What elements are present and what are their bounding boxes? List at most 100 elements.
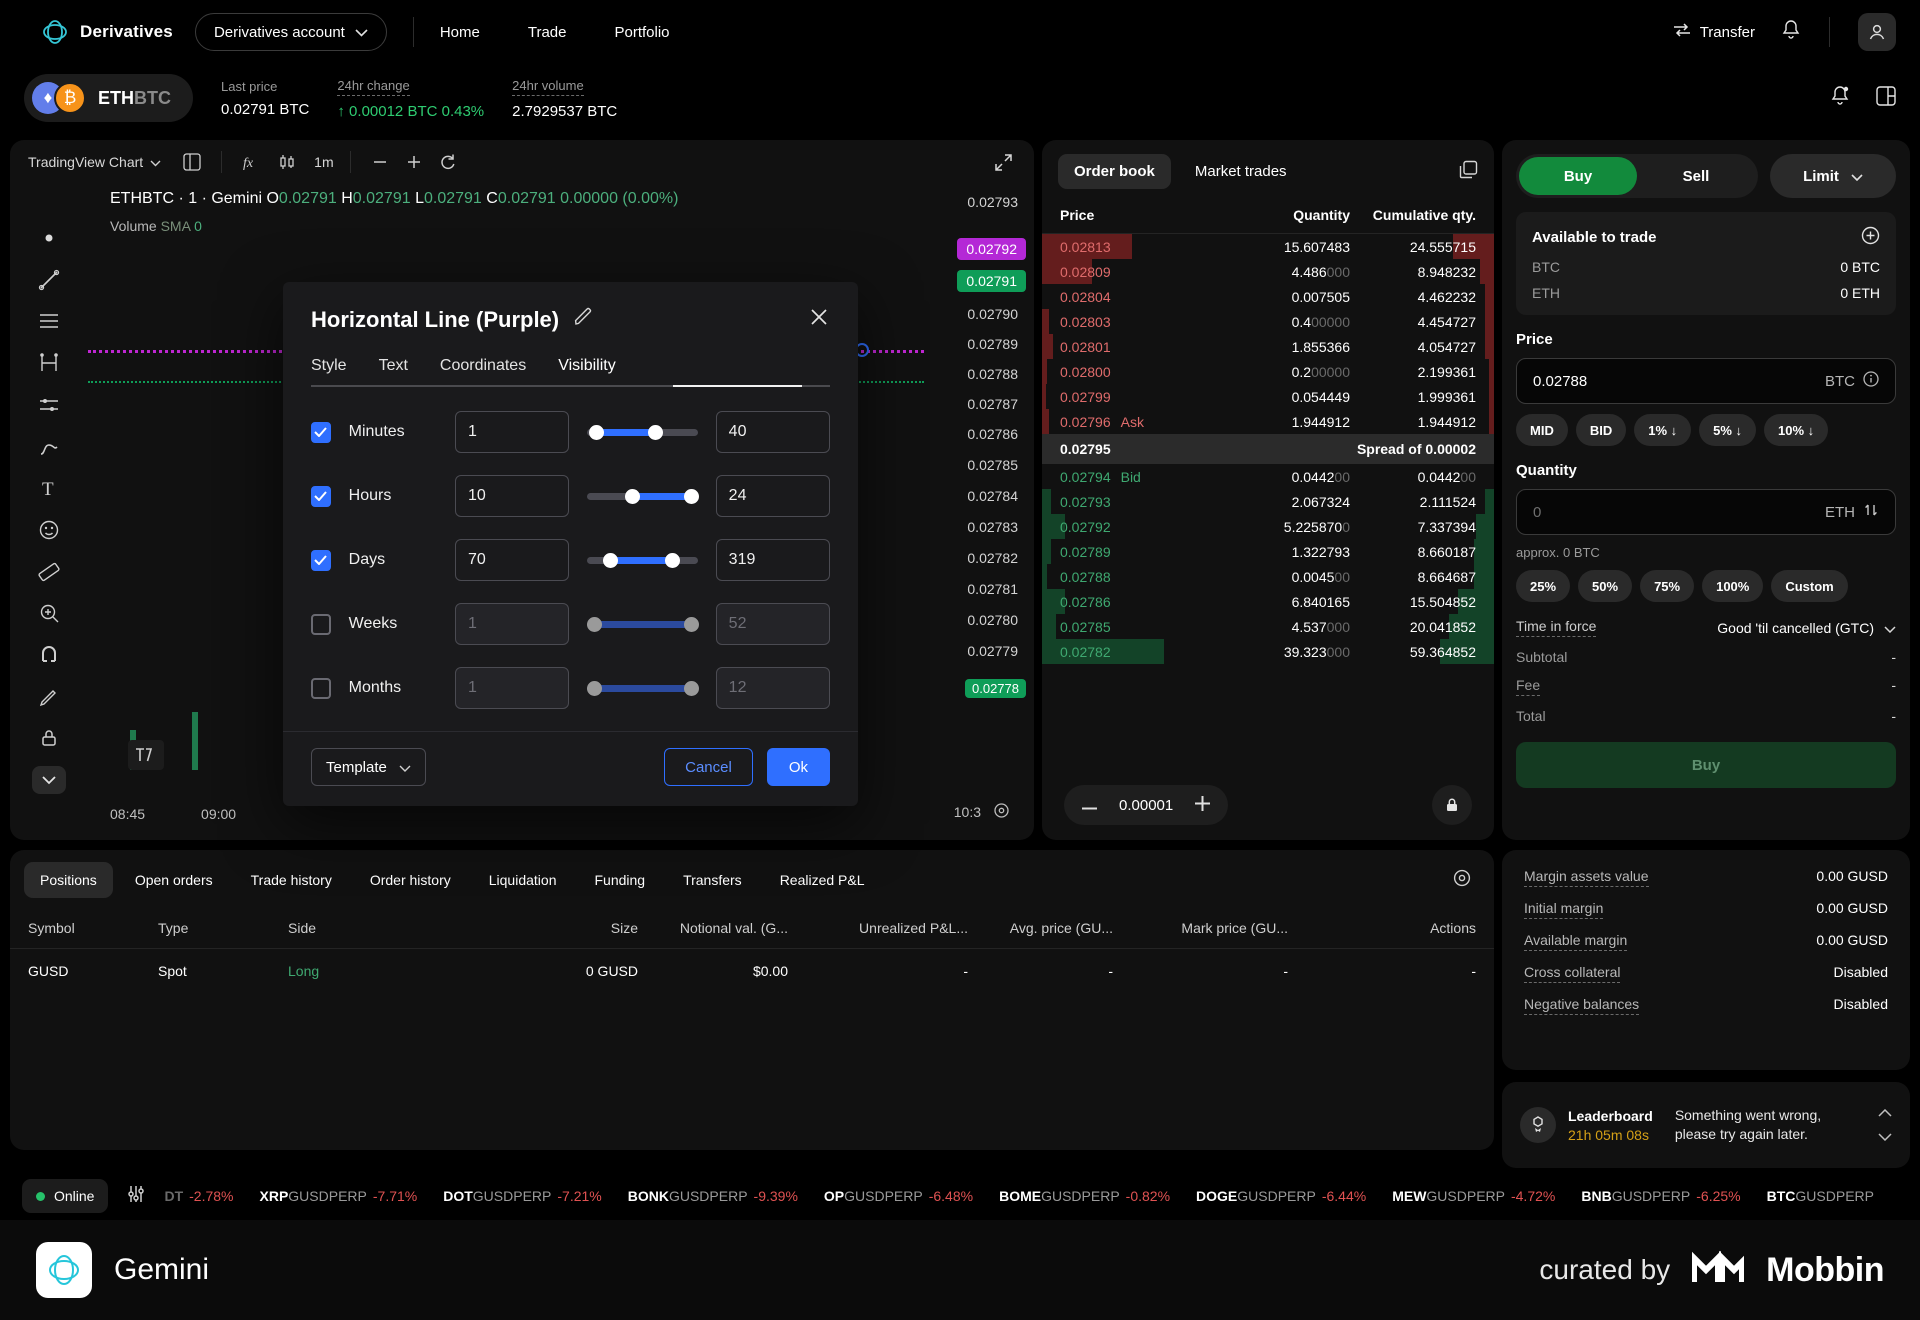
candle-style-icon[interactable] <box>274 149 300 175</box>
expand-chart-icon[interactable] <box>990 149 1016 175</box>
months-min-input[interactable]: 1 <box>454 667 570 709</box>
price-chip-1pct[interactable]: 1% ↓ <box>1634 414 1692 446</box>
hours-max-input[interactable]: 24 <box>715 475 830 517</box>
brand[interactable]: Derivatives <box>42 19 173 45</box>
minutes-range-slider[interactable] <box>587 421 698 443</box>
ticker-item[interactable]: BONKGUSDPERP -9.39% <box>628 1188 798 1204</box>
tab-liquidation[interactable]: Liquidation <box>488 872 557 888</box>
slider-knob-min[interactable] <box>587 680 603 696</box>
hours-range-slider[interactable] <box>587 485 700 507</box>
chart-source-selector[interactable]: TradingView Chart <box>28 154 161 170</box>
price-chip-bid[interactable]: BID <box>1575 414 1627 446</box>
swap-units-icon[interactable] <box>1863 502 1879 522</box>
lock-drawings-icon[interactable] <box>32 725 66 753</box>
qty-chip-custom[interactable]: Custom <box>1771 570 1848 602</box>
ticker-item[interactable]: XRPGUSDPERP -7.71% <box>260 1188 418 1204</box>
price-chip-10pct[interactable]: 10% ↓ <box>1764 414 1829 446</box>
order-book-ask-row[interactable]: 0.02800 0.200000 2.199361 <box>1042 359 1494 384</box>
months-max-input[interactable]: 12 <box>715 667 830 709</box>
close-icon[interactable] <box>808 306 830 333</box>
edit-pencil-icon[interactable] <box>573 307 593 332</box>
order-book-bid-row[interactable]: 0.02793 2.067324 2.111524 <box>1042 489 1494 514</box>
chart-settings-icon[interactable] <box>993 802 1010 822</box>
chart-interval-selector[interactable]: 1m <box>314 154 333 170</box>
order-book-bid-row[interactable]: 0.02789 1.322793 8.660187 <box>1042 539 1494 564</box>
info-icon[interactable] <box>1863 371 1879 391</box>
slider-knob-min[interactable] <box>589 424 605 440</box>
chart-layout-icon[interactable] <box>179 149 205 175</box>
trend-line-icon[interactable] <box>32 266 66 294</box>
slider-knob-max[interactable] <box>647 424 663 440</box>
layout-grid-icon[interactable] <box>1876 85 1896 111</box>
avatar[interactable] <box>1858 13 1896 51</box>
brush-icon[interactable] <box>32 433 66 461</box>
ticker-item[interactable]: MEWGUSDPERP -4.72% <box>1392 1188 1555 1204</box>
time-in-force-selector[interactable]: Good 'til cancelled (GTC) <box>1717 620 1896 636</box>
slider-knob-min[interactable] <box>602 552 618 568</box>
tab-open-orders[interactable]: Open orders <box>134 872 213 888</box>
tab-market-trades[interactable]: Market trades <box>1194 163 1287 180</box>
tab-transfers[interactable]: Transfers <box>683 872 742 888</box>
weeks-range-slider[interactable] <box>587 613 700 635</box>
months-range-slider[interactable] <box>587 677 700 699</box>
order-book-ask-row[interactable]: 0.02804 0.007505 4.462232 <box>1042 284 1494 309</box>
minutes-max-input[interactable]: 40 <box>715 411 830 453</box>
tab-coordinates[interactable]: Coordinates <box>439 357 527 374</box>
nav-link-home[interactable]: Home <box>439 23 480 41</box>
add-funds-icon[interactable] <box>1861 226 1880 249</box>
tab-text[interactable]: Text <box>378 357 408 374</box>
minutes-checkbox[interactable] <box>311 421 331 443</box>
table-row[interactable]: GUSD Spot Long 0 GUSD $0.00 - - - - <box>10 949 1494 993</box>
days-range-slider[interactable] <box>587 549 698 571</box>
ticker-item[interactable]: BOMEGUSDPERP -0.82% <box>999 1188 1170 1204</box>
slider-knob-min[interactable] <box>587 616 603 632</box>
order-book-ask-row[interactable]: 0.02809 4.486000 8.948232 <box>1042 259 1494 284</box>
order-book-ask-row[interactable]: 0.02803 0.400000 4.454727 <box>1042 309 1494 334</box>
magnet-icon[interactable] <box>32 641 66 669</box>
gear-icon[interactable] <box>1452 868 1480 893</box>
popout-icon[interactable] <box>1459 160 1478 184</box>
order-book-ask-row[interactable]: 0.02801 1.855366 4.054727 <box>1042 334 1494 359</box>
slider-knob-min[interactable] <box>624 488 640 504</box>
days-max-input[interactable]: 319 <box>715 539 830 581</box>
price-input[interactable]: 0.02788 BTC <box>1516 358 1896 404</box>
quantity-input[interactable]: 0 ETH <box>1516 489 1896 535</box>
fib-pitchfork-icon[interactable] <box>32 349 66 377</box>
months-checkbox[interactable] <box>311 677 331 699</box>
market-pair-selector[interactable]: ♦ ₿ ETHBTC <box>24 74 193 122</box>
tab-order-book[interactable]: Order book <box>1058 154 1171 189</box>
submit-buy-button[interactable]: Buy <box>1516 742 1896 788</box>
chevron-up-icon[interactable] <box>1878 1104 1892 1122</box>
days-checkbox[interactable] <box>311 549 331 571</box>
ticker-item[interactable]: DT -2.78% <box>164 1188 233 1204</box>
slider-knob-max[interactable] <box>684 616 700 632</box>
nav-link-portfolio[interactable]: Portfolio <box>614 23 670 41</box>
order-type-selector[interactable]: Limit <box>1770 154 1896 198</box>
ticker-item[interactable]: OPGUSDPERP -6.48% <box>824 1188 973 1204</box>
draw-mode-icon[interactable] <box>32 683 66 711</box>
ticker-item[interactable]: BTCGUSDPERP <box>1767 1188 1880 1204</box>
measure-ruler-icon[interactable] <box>32 558 66 586</box>
slider-knob-max[interactable] <box>684 680 700 696</box>
tab-trade-history[interactable]: Trade history <box>250 872 332 888</box>
weeks-max-input[interactable]: 52 <box>715 603 830 645</box>
indicators-fx-icon[interactable]: fx <box>238 149 264 175</box>
qty-chip-25[interactable]: 25% <box>1516 570 1571 602</box>
qty-chip-50[interactable]: 50% <box>1578 570 1633 602</box>
order-book-ask-row[interactable]: 0.02813 15.607483 24.555715 <box>1042 234 1494 259</box>
ticker-item[interactable]: DOGEGUSDPERP -6.44% <box>1196 1188 1366 1204</box>
tab-style[interactable]: Style <box>311 357 347 374</box>
nav-link-trade[interactable]: Trade <box>527 23 567 41</box>
tab-order-history[interactable]: Order history <box>369 872 451 888</box>
collapse-tools-icon[interactable] <box>32 766 66 795</box>
ok-button[interactable]: Ok <box>766 748 830 786</box>
template-dropdown[interactable]: Template <box>311 748 426 786</box>
hours-min-input[interactable]: 10 <box>454 475 570 517</box>
slider-knob-max[interactable] <box>664 552 680 568</box>
zoom-out-icon[interactable] <box>367 149 393 175</box>
text-tool-icon[interactable]: T <box>32 474 66 502</box>
qty-chip-100[interactable]: 100% <box>1702 570 1764 602</box>
emoji-icon[interactable] <box>32 516 66 544</box>
price-chip-5pct[interactable]: 5% ↓ <box>1699 414 1757 446</box>
gann-fan-icon[interactable] <box>32 391 66 419</box>
